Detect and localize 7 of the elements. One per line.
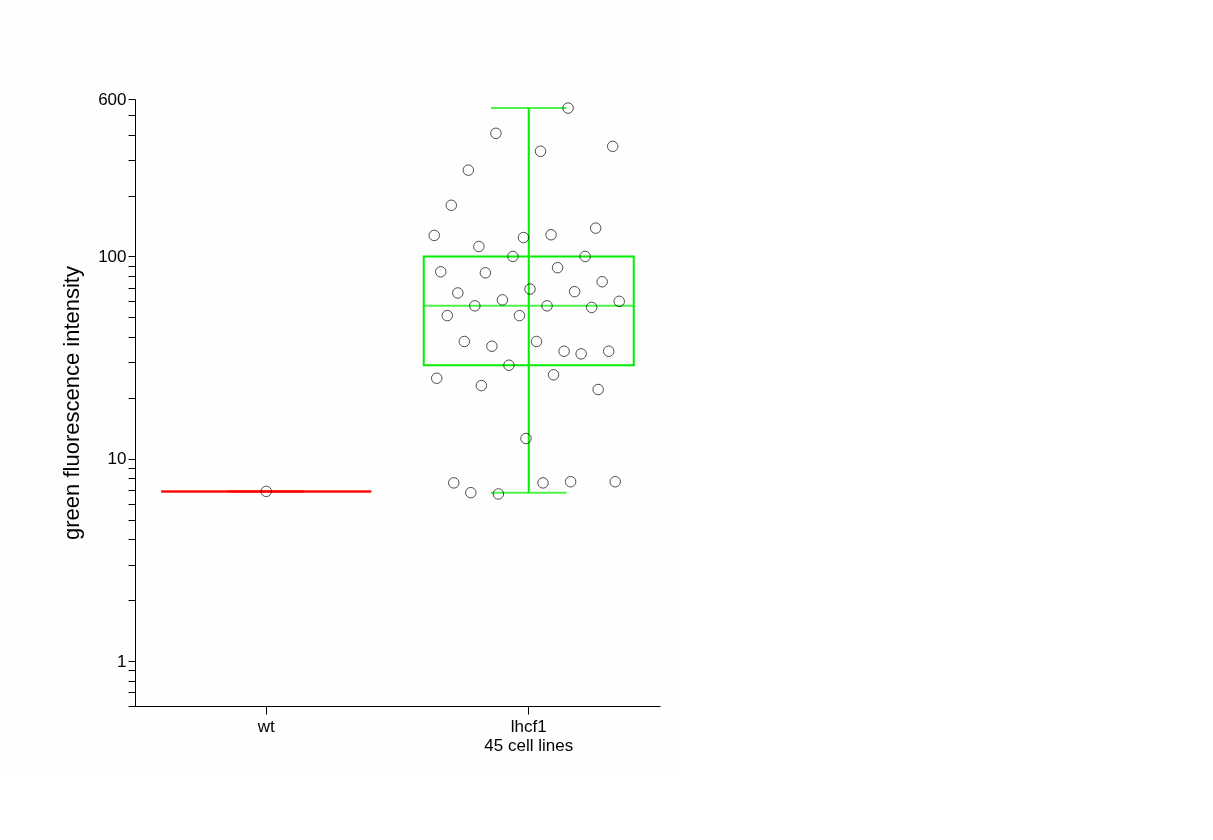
y-tick-label: 1 xyxy=(117,651,127,671)
y-axis-title: green fluorescence intensity xyxy=(59,266,85,540)
x-tick-label: lhcf1 45 cell lines xyxy=(484,716,574,755)
y-tick-label: 600 xyxy=(98,89,127,109)
y-tick-label: 100 xyxy=(98,246,127,266)
y-tick-label: 10 xyxy=(107,449,127,469)
x-tick-label: wt xyxy=(256,716,276,736)
